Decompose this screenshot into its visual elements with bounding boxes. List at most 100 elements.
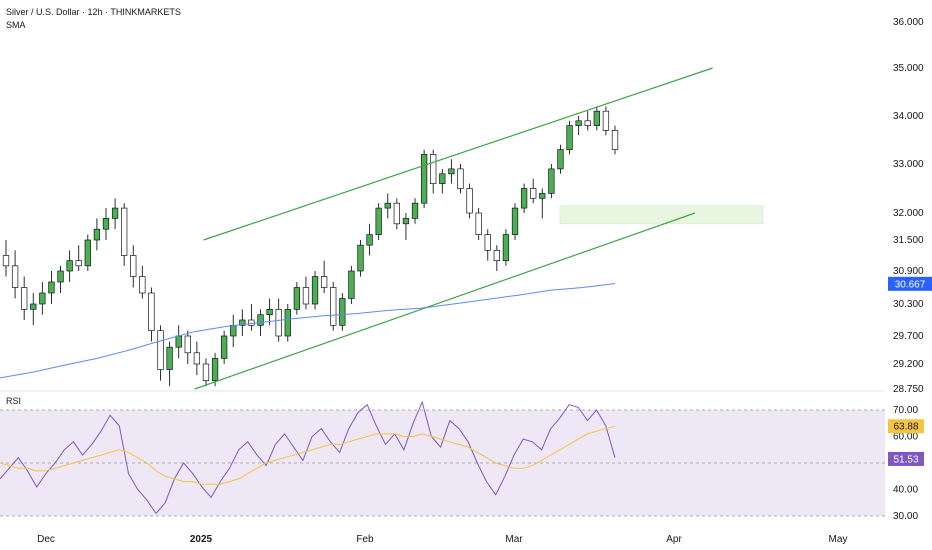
candle-body: [430, 154, 437, 184]
rsi-ma-line: [0, 425, 616, 485]
candle-body: [66, 260, 73, 272]
x-tick-label: Apr: [666, 534, 682, 545]
sma-line: [0, 283, 616, 379]
candle-body: [293, 287, 301, 310]
demand-zone: [559, 205, 764, 225]
candle-body: [593, 110, 600, 126]
upper-trendline: [203, 67, 713, 241]
price-tick-label: 30.900: [893, 266, 924, 277]
candle-body: [557, 149, 564, 170]
chart-title: Silver / U.S. Dollar · 12h · THINKMARKET…: [6, 7, 181, 17]
candle-body: [548, 168, 555, 194]
candle-body: [175, 335, 182, 348]
chart-header: Silver / U.S. Dollar · 12h · THINKMARKET…: [6, 6, 181, 32]
price-tick-label: 31.500: [893, 235, 924, 246]
rsi-ma-tag: [888, 419, 924, 434]
candle-body: [166, 346, 173, 370]
candles: [2, 106, 619, 387]
x-tick-label: Dec: [37, 534, 55, 545]
candle-body: [393, 202, 401, 225]
candle-body: [584, 120, 591, 126]
candle-body: [575, 120, 582, 126]
price-tick-label: 35.000: [893, 63, 924, 74]
candle-body: [302, 287, 310, 305]
candle-body: [484, 234, 491, 251]
candle-body: [148, 292, 155, 332]
rsi-ma-tag-label: 63.88: [893, 422, 918, 433]
x-tick-label: Mar: [505, 534, 523, 545]
x-tick-label: 2025: [190, 534, 213, 545]
sma-price-tag: [888, 276, 932, 291]
price-tick-label: 30.300: [893, 299, 924, 310]
candle-body: [93, 228, 101, 241]
price-tick-label: 29.200: [893, 359, 924, 370]
price-tick-label: 34.000: [893, 111, 924, 122]
candle-body: [111, 207, 119, 219]
rsi-tick-label: 60.00: [893, 432, 918, 443]
candle-body: [402, 218, 410, 225]
candle-body: [230, 324, 237, 337]
candle-body: [411, 202, 419, 219]
candle-body: [21, 287, 28, 310]
candle-body: [366, 234, 373, 246]
candle-body: [130, 255, 137, 277]
candle-body: [48, 281, 55, 294]
candle-body: [348, 270, 355, 299]
x-tick-label: May: [829, 534, 848, 545]
candle-body: [611, 130, 619, 150]
candle-body: [248, 319, 255, 326]
candle-body: [75, 260, 82, 267]
candle-body: [266, 308, 273, 316]
candle-body: [330, 287, 337, 326]
price-tick-label: 32.000: [893, 208, 924, 219]
candle-body: [539, 193, 546, 199]
price-tick-label: 36.000: [893, 17, 924, 28]
sma-indicator-label: SMA: [6, 20, 26, 30]
candle-body: [520, 188, 528, 209]
candle-body: [84, 239, 91, 267]
candle-body: [57, 270, 64, 283]
price-tick-label: 29.700: [893, 331, 924, 342]
candle-body: [502, 234, 510, 262]
candle-body: [448, 168, 455, 175]
rsi-tag-label: 51.53: [893, 454, 918, 465]
rsi-tag: [888, 451, 924, 466]
candle-body: [11, 265, 19, 288]
rsi-tick-label: 70.00: [893, 405, 918, 416]
candle-body: [384, 202, 391, 209]
candle-body: [275, 308, 282, 337]
rsi-panel-label: RSI: [6, 396, 22, 406]
candle-body: [357, 244, 364, 272]
candle-body: [193, 352, 201, 365]
candle-body: [375, 207, 382, 235]
candle-body: [184, 335, 191, 354]
candle-body: [102, 218, 110, 230]
candle-body: [157, 330, 164, 370]
candle-body: [602, 110, 610, 131]
candle-body: [239, 319, 246, 326]
x-tick-label: Feb: [356, 534, 374, 545]
candle-body: [420, 154, 428, 204]
candle-body: [121, 207, 128, 256]
candle-body: [257, 314, 264, 326]
candle-body: [39, 292, 46, 305]
candle-body: [511, 207, 519, 235]
candle-body: [320, 276, 328, 288]
rsi-tick-label: 40.00: [893, 485, 918, 496]
price-tick-label: 33.000: [893, 159, 924, 170]
candle-body: [439, 173, 446, 184]
candle-body: [530, 188, 537, 199]
candle-body: [466, 188, 473, 214]
price-tick-label: 28.750: [893, 384, 924, 395]
lower-trendline: [194, 212, 696, 390]
candle-body: [211, 358, 219, 382]
rsi-tick-label: 30.00: [893, 511, 918, 522]
candle-body: [493, 249, 500, 262]
candle-body: [457, 168, 464, 189]
candle-body: [30, 303, 37, 310]
candle-body: [475, 212, 482, 235]
sma-price-tag-label: 30.667: [895, 279, 926, 290]
candle-body: [139, 276, 146, 294]
candle-body: [2, 255, 10, 267]
